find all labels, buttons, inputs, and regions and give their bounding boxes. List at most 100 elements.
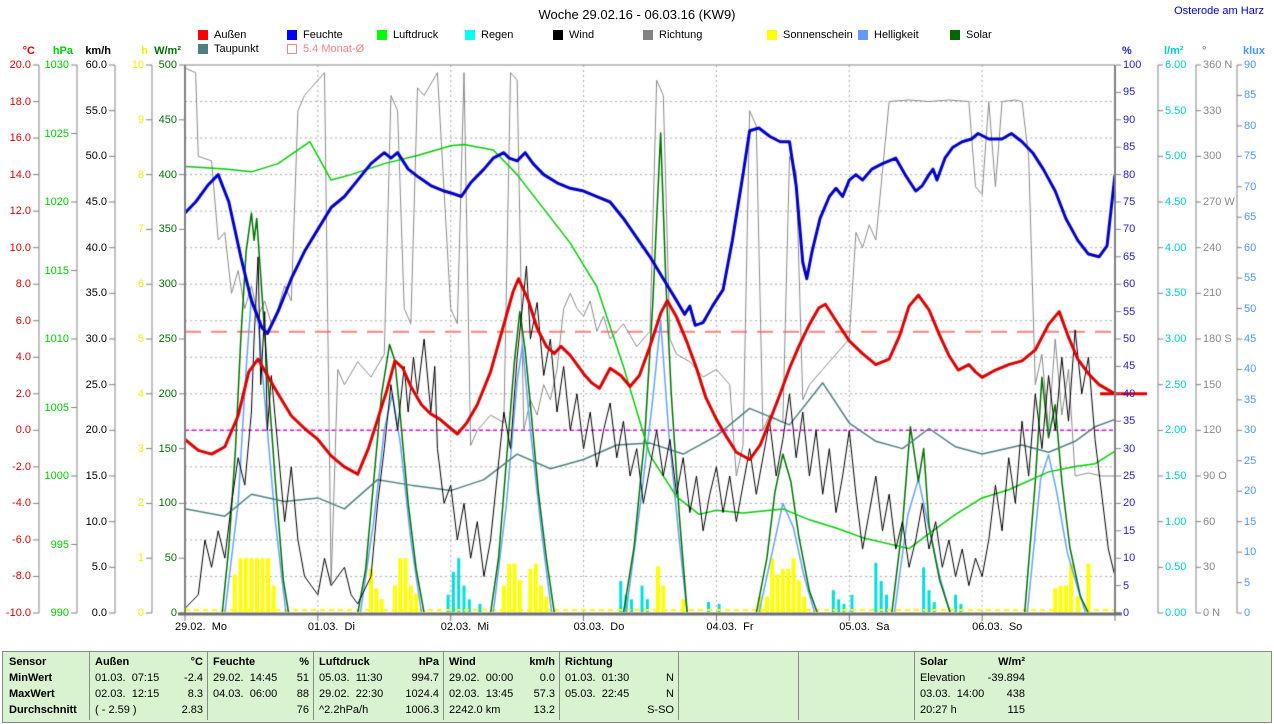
axis-tick-label-humidity: 80 [1123, 168, 1136, 181]
axis-tick-label-brightness: 0 [1244, 607, 1251, 619]
axis-tick-label-temp: -2.0 [12, 460, 31, 473]
table-cell-time: 02.03. 12:15 [95, 688, 160, 700]
table-cell-value: 57.3 [533, 688, 555, 700]
axis-unit-humidity: % [1122, 45, 1132, 57]
axis-tick-label-brightness: 55 [1244, 272, 1257, 285]
legend-item-luftdruck-swatch [377, 30, 387, 40]
legend-item-richtung-swatch [643, 30, 653, 40]
table-col-label: Luftdruck [319, 656, 370, 668]
legend-item-solar-swatch [950, 30, 960, 40]
table-column-separator [443, 652, 444, 720]
table-row-header: MinWert [9, 672, 53, 684]
table-cell-value: 76 [296, 704, 309, 716]
axis-tick-label-rain: 4.00 [1165, 241, 1187, 254]
axis-tick-label-pressure: 1025 [44, 127, 69, 140]
axis-tick-label-sun: 3 [137, 442, 144, 455]
axis-tick-label-wind: 55.0 [85, 104, 107, 117]
legend-item-regen-swatch [465, 30, 475, 40]
axis-unit-direction: ° [1202, 45, 1207, 57]
axis-tick-label-direction: 0 N [1203, 607, 1221, 619]
axis-tick-label-humidity: 0 [1123, 607, 1130, 619]
monat-avg-label: 5.4 Monat-Ø [303, 43, 365, 55]
axis-tick-label-wind: 35.0 [85, 287, 107, 300]
table-col-unit: km/h [529, 656, 555, 668]
axis-tick-label-humidity: 35 [1123, 415, 1136, 428]
table-cell-value: 1006.3 [405, 704, 439, 716]
legend-item-monatsdurchschnitt: 5.4 Monat-Ø [287, 43, 407, 55]
axis-tick-label-direction: 240 [1203, 241, 1222, 254]
table-cell-value: 51 [296, 672, 309, 684]
legend-item-helligkeit-swatch [858, 30, 868, 40]
legend-item-außen-label: Außen [214, 29, 247, 41]
legend-item-wind-swatch [553, 30, 563, 40]
axis-tick-label-wind: 5.0 [91, 561, 107, 574]
table-cell-time: 05.03. 22:45 [565, 688, 630, 700]
axis-tick-label-humidity: 30 [1123, 442, 1136, 455]
legend-item-solar-label: Solar [966, 29, 992, 41]
axis-tick-label-humidity: 5 [1123, 579, 1130, 592]
legend-item-außen-swatch [198, 30, 208, 40]
axis-tick-label-pressure: 995 [50, 538, 69, 551]
axis-tick-label-solar: 150 [158, 442, 177, 455]
axis-tick-label-humidity: 15 [1123, 524, 1136, 537]
axis-tick-label-wind: 60.0 [85, 59, 107, 71]
axis-unit-wind: km/h [85, 45, 111, 57]
axis-tick-label-solar: 200 [158, 387, 177, 400]
axis-tick-label-solar: 0 [170, 607, 177, 619]
axis-unit-rain: l/m² [1164, 45, 1184, 57]
axis-tick-label-rain: 1.50 [1165, 470, 1187, 482]
x-axis-day-label: 02.03. Mi [440, 621, 490, 633]
axis-tick-label-rain: 2.50 [1165, 378, 1187, 391]
axis-tick-label-brightness: 25 [1244, 454, 1257, 467]
axis-tick-label-solar: 100 [158, 497, 177, 510]
axis-tick-label-solar: 250 [158, 333, 177, 345]
axis-tick-label-direction: 210 [1203, 287, 1222, 300]
axis-tick-label-humidity: 75 [1123, 196, 1136, 208]
table-cell-value: 994.7 [411, 672, 439, 684]
axis-tick-label-sun: 4 [137, 387, 144, 400]
axis-tick-label-direction: 150 [1203, 378, 1222, 391]
axis-tick-label-brightness: 60 [1244, 241, 1257, 254]
axis-tick-label-wind: 20.0 [85, 424, 107, 437]
axis-tick-label-rain: 5.00 [1165, 150, 1187, 163]
axis-tick-label-sun: 9 [137, 113, 144, 126]
x-axis-day-label: 04.03. Fr [706, 621, 754, 633]
table-col-unit: W/m² [998, 656, 1025, 668]
table-cell-time: 29.02. 22:30 [319, 688, 384, 700]
axis-tick-label-sun: 8 [137, 168, 144, 181]
axis-tick-label-sun: 2 [137, 497, 144, 510]
axis-tick-label-direction: 330 [1203, 104, 1222, 117]
axis-tick-label-solar: 400 [158, 168, 177, 181]
x-axis-day-label: 06.03. So [972, 621, 1023, 633]
axis-unit-pressure: hPa [52, 45, 73, 57]
axis-tick-label-brightness: 85 [1244, 89, 1257, 102]
axis-tick-label-humidity: 55 [1123, 305, 1136, 318]
axis-tick-label-humidity: 10 [1123, 552, 1136, 565]
axis-tick-label-sun: 1 [137, 552, 144, 565]
axis-tick-label-humidity: 70 [1123, 223, 1136, 236]
axis-tick-label-direction: 60 [1203, 515, 1216, 528]
legend-item-taupunkt-label: Taupunkt [214, 43, 259, 55]
table-column-separator [89, 652, 90, 720]
legend-item-sonnenschein-swatch [767, 30, 777, 40]
axis-tick-label-brightness: 80 [1244, 119, 1257, 132]
axis-tick-label-wind: 50.0 [85, 150, 107, 163]
axis-tick-label-rain: 1.00 [1165, 515, 1187, 528]
table-column-separator [798, 652, 799, 720]
x-axis-day-label: 29.02. Mo [175, 621, 227, 633]
axis-tick-label-wind: 30.0 [85, 333, 107, 345]
axis-tick-label-brightness: 65 [1244, 211, 1257, 224]
axis-tick-label-direction: 30 [1203, 561, 1216, 574]
axis-tick-label-sun: 0 [137, 607, 144, 619]
axis-tick-label-solar: 50 [164, 552, 177, 565]
table-cell-time: ^2.2hPa/h [319, 704, 369, 716]
axis-tick-label-rain: 3.00 [1165, 333, 1187, 345]
axis-tick-label-temp: -6.0 [12, 533, 31, 546]
axis-tick-label-wind: 25.0 [85, 378, 107, 391]
legend-item-regen-label: Regen [481, 29, 514, 41]
table-cell-time: 01.03. 01:30 [565, 672, 630, 684]
table-cell-time: 29.02. 14:45 [213, 672, 278, 684]
table-row-header: Sensor [9, 656, 47, 668]
